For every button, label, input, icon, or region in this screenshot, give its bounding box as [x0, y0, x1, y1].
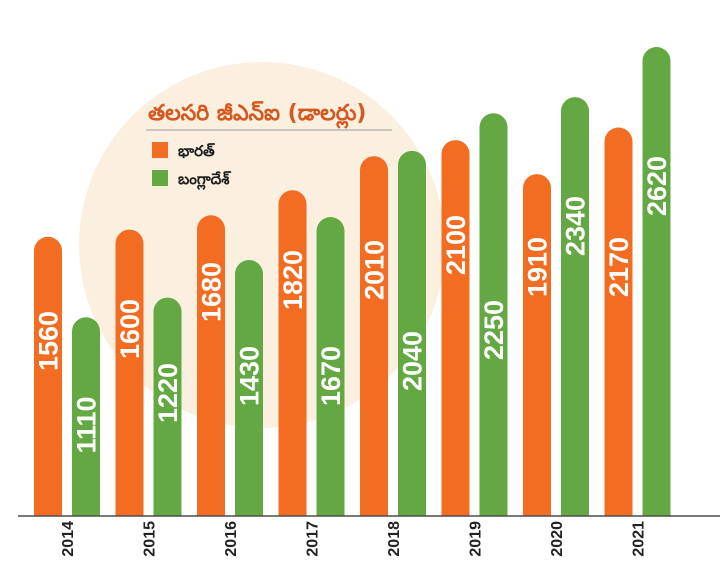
year-labels-group: 2014 2015 2016 2017 2018 2019 2020 2021: [60, 521, 648, 557]
india-value-label-2021: 2170: [604, 237, 634, 297]
value-labels-group: 1560 1110 1600 1220 1680 1430 1820 1670 2010 2040…: [34, 156, 672, 454]
bangladesh-bar-2021: [642, 47, 671, 516]
india-bar-2016: [197, 215, 225, 516]
india-bar-2015: [115, 229, 144, 516]
legend: భారత్ బంగ్లాదేశ్: [152, 142, 231, 190]
bangladesh-value-label-2017: 1670: [316, 346, 346, 406]
bangladesh-value-label-2018: 2040: [398, 331, 428, 391]
india-bar-2017: [278, 190, 307, 516]
year-label-2017: 2017: [304, 521, 321, 557]
india-value-label-2014: 1560: [34, 311, 64, 371]
legend-label-india: భారత్: [178, 142, 215, 160]
year-label-2016: 2016: [223, 521, 240, 557]
chart-title-block: తలసరి జీఎన్ఐ (డాలర్లు): [146, 101, 392, 131]
legend-swatch-bangladesh: [152, 170, 168, 186]
legend-swatch-india: [152, 142, 168, 158]
india-value-label-2020: 1910: [523, 237, 553, 297]
india-bar-2021: [604, 127, 633, 516]
bangladesh-value-label-2019: 2250: [479, 300, 509, 360]
bangladesh-bar-2014: [72, 317, 100, 516]
bangladesh-value-label-2021: 2620: [642, 156, 672, 216]
bangladesh-value-label-2015: 1220: [153, 363, 183, 423]
india-value-label-2019: 2100: [441, 215, 471, 275]
bangladesh-bar-2019: [479, 113, 508, 516]
bangladesh-value-label-2020: 2340: [561, 196, 591, 256]
year-label-2018: 2018: [386, 521, 403, 557]
india-value-label-2018: 2010: [360, 240, 390, 300]
india-value-label-2016: 1680: [197, 262, 227, 322]
india-bar-2018: [360, 156, 388, 516]
bangladesh-bar-2015: [153, 297, 182, 516]
legend-label-bangladesh: బంగ్లాదేశ్: [178, 170, 231, 190]
bangladesh-value-label-2016: 1430: [235, 346, 265, 406]
year-label-2015: 2015: [141, 521, 158, 557]
india-bar-2014: [34, 236, 62, 516]
india-value-label-2015: 1600: [115, 299, 145, 359]
year-label-2019: 2019: [467, 521, 484, 557]
chart-title: తలసరి జీఎన్ఐ (డాలర్లు): [148, 101, 367, 129]
bangladesh-bar-2017: [316, 217, 345, 516]
bangladesh-bar-2020: [561, 97, 589, 517]
india-value-label-2017: 1820: [278, 250, 308, 310]
year-label-2014: 2014: [60, 521, 77, 557]
bangladesh-bar-2016: [235, 260, 263, 516]
bangladesh-bar-2018: [398, 150, 426, 516]
year-label-2020: 2020: [549, 521, 566, 557]
india-bar-2019: [441, 140, 470, 516]
india-bar-2020: [523, 174, 551, 516]
bars-group: [34, 47, 671, 517]
year-label-2021: 2021: [630, 521, 647, 557]
bangladesh-value-label-2014: 1110: [72, 396, 102, 453]
